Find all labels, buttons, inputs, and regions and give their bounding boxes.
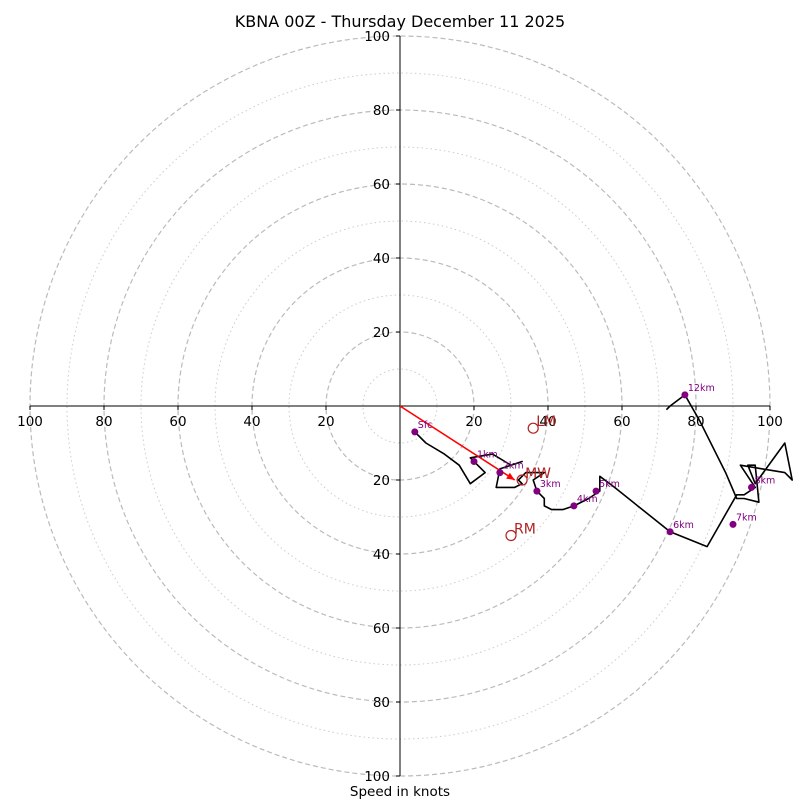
x-tick-label: 60 xyxy=(169,414,186,430)
y-tick-label: 60 xyxy=(373,177,390,193)
storm-motion-label: MW xyxy=(525,466,551,482)
y-tick-label: 20 xyxy=(373,325,390,341)
shear-arrowhead xyxy=(506,472,515,480)
y-tick-label: 80 xyxy=(373,103,390,119)
storm-motion-rm xyxy=(505,529,517,542)
height-marker-3km xyxy=(533,487,541,495)
y-tick-label: 100 xyxy=(364,29,390,45)
shear-vector xyxy=(399,405,516,481)
y-tick-label: 60 xyxy=(373,621,390,637)
x-tick-label: 40 xyxy=(539,414,556,430)
height-marker-label: 2km xyxy=(503,461,524,472)
height-marker-label: 12km xyxy=(688,383,715,394)
height-marker-7km xyxy=(729,520,737,528)
tick-labels: 20 20 20 20 40 40 40 40 60 60 60 60 80 80 80 80 100 100 10… xyxy=(17,29,783,785)
x-tick-label: 80 xyxy=(95,414,112,430)
y-tick-label: 40 xyxy=(373,547,390,563)
height-marker-12km xyxy=(681,391,689,399)
height-marker-2km xyxy=(496,469,504,477)
height-marker-6km xyxy=(666,528,674,536)
storm-motion-label: LM xyxy=(536,414,556,430)
height-marker-label: Sfc xyxy=(418,420,433,431)
hodograph-line xyxy=(414,394,794,548)
height-marker-5km xyxy=(592,487,600,495)
x-tick-label: 60 xyxy=(613,414,630,430)
height-marker-label: 6km xyxy=(673,520,694,531)
x-tick-label: 20 xyxy=(465,414,482,430)
x-axis-label: Speed in knots xyxy=(350,784,450,800)
height-marker-label: 5km xyxy=(599,479,620,490)
height-marker-label: 4km xyxy=(577,494,598,505)
height-marker-4km xyxy=(570,502,578,510)
x-tick-label: 100 xyxy=(757,414,783,430)
storm-motion-lm xyxy=(527,422,539,434)
height-marker-label: 1km xyxy=(477,450,498,461)
y-tick-label: 20 xyxy=(373,473,390,489)
x-tick-label: 100 xyxy=(17,414,43,430)
height-marker-label: 8km xyxy=(755,475,776,486)
storm-motion-markers: LM MW RM xyxy=(505,414,556,542)
shear-vector-group xyxy=(399,405,516,481)
hodograph-trace xyxy=(414,394,794,548)
x-tick-label: 80 xyxy=(687,414,704,430)
height-marker-sfc xyxy=(411,428,419,436)
height-marker-1km xyxy=(470,458,478,465)
y-tick-label: 80 xyxy=(373,695,390,711)
height-marker-label: 7km xyxy=(736,512,757,523)
x-tick-label: 40 xyxy=(243,414,260,430)
height-marker-8km xyxy=(748,483,755,491)
y-tick-label: 100 xyxy=(364,769,390,785)
chart-title: KBNA 00Z - Thursday December 11 2025 xyxy=(235,12,565,31)
x-tick-label: 20 xyxy=(317,414,334,430)
height-marker-label: 3km xyxy=(540,479,561,490)
storm-motion-mw xyxy=(516,474,528,486)
storm-motion-label: RM xyxy=(514,522,536,538)
y-tick-label: 40 xyxy=(373,251,390,267)
